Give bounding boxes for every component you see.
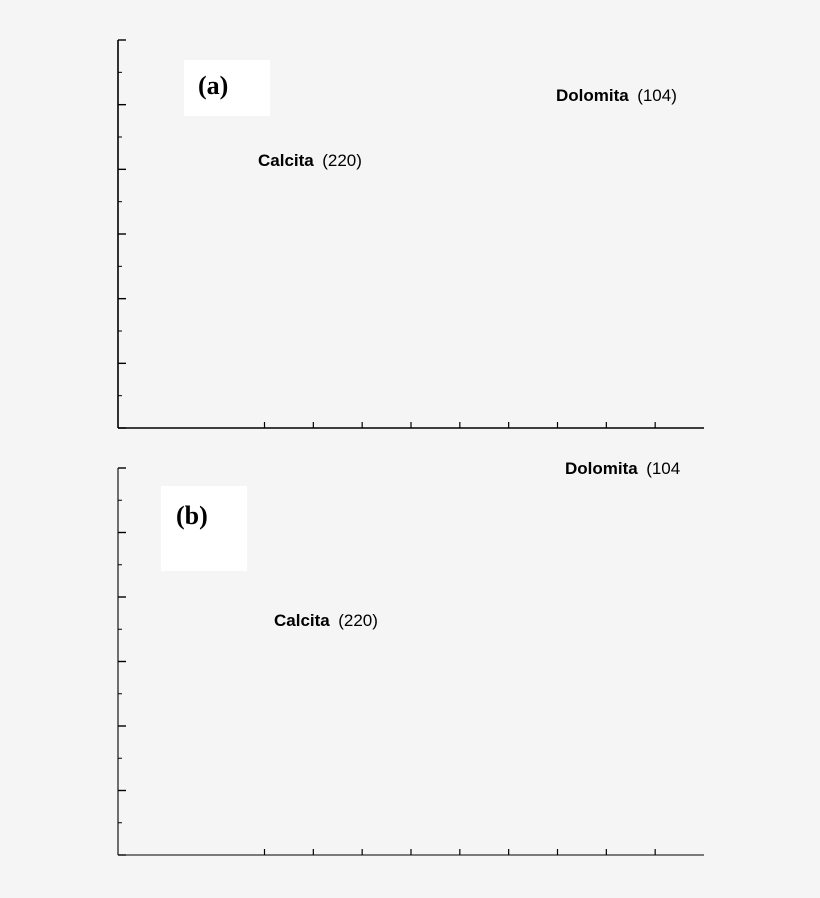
panel-a-dolomita-name: Dolomita <box>556 86 629 105</box>
panel-b-dolomita-hkl: (104 <box>646 459 680 478</box>
panel-a-label: (a) <box>198 71 228 100</box>
panel-b-dolomita-label: Dolomita (104 <box>565 459 680 478</box>
panel-b-calcita-label: Calcita (220) <box>274 611 378 630</box>
panel-a-calcita-label: Calcita (220) <box>258 151 362 170</box>
panel-a-label-box <box>184 60 270 116</box>
panel-b-label: (b) <box>176 501 208 530</box>
panel-b-label-box <box>161 486 247 571</box>
panel-b-dolomita-name: Dolomita <box>565 459 638 478</box>
panel-b: (b) Calcita (220) Dolomita (104 <box>118 459 704 856</box>
panel-a-dolomita-hkl: (104) <box>637 86 677 105</box>
panel-b-calcita-name: Calcita <box>274 611 330 630</box>
panel-b-calcita-hkl: (220) <box>338 611 378 630</box>
panel-a-calcita-name: Calcita <box>258 151 314 170</box>
panel-a: (a) Calcita (220) Dolomita (104) <box>118 40 704 429</box>
panel-a-calcita-hkl: (220) <box>322 151 362 170</box>
panel-a-dolomita-label: Dolomita (104) <box>556 86 677 105</box>
